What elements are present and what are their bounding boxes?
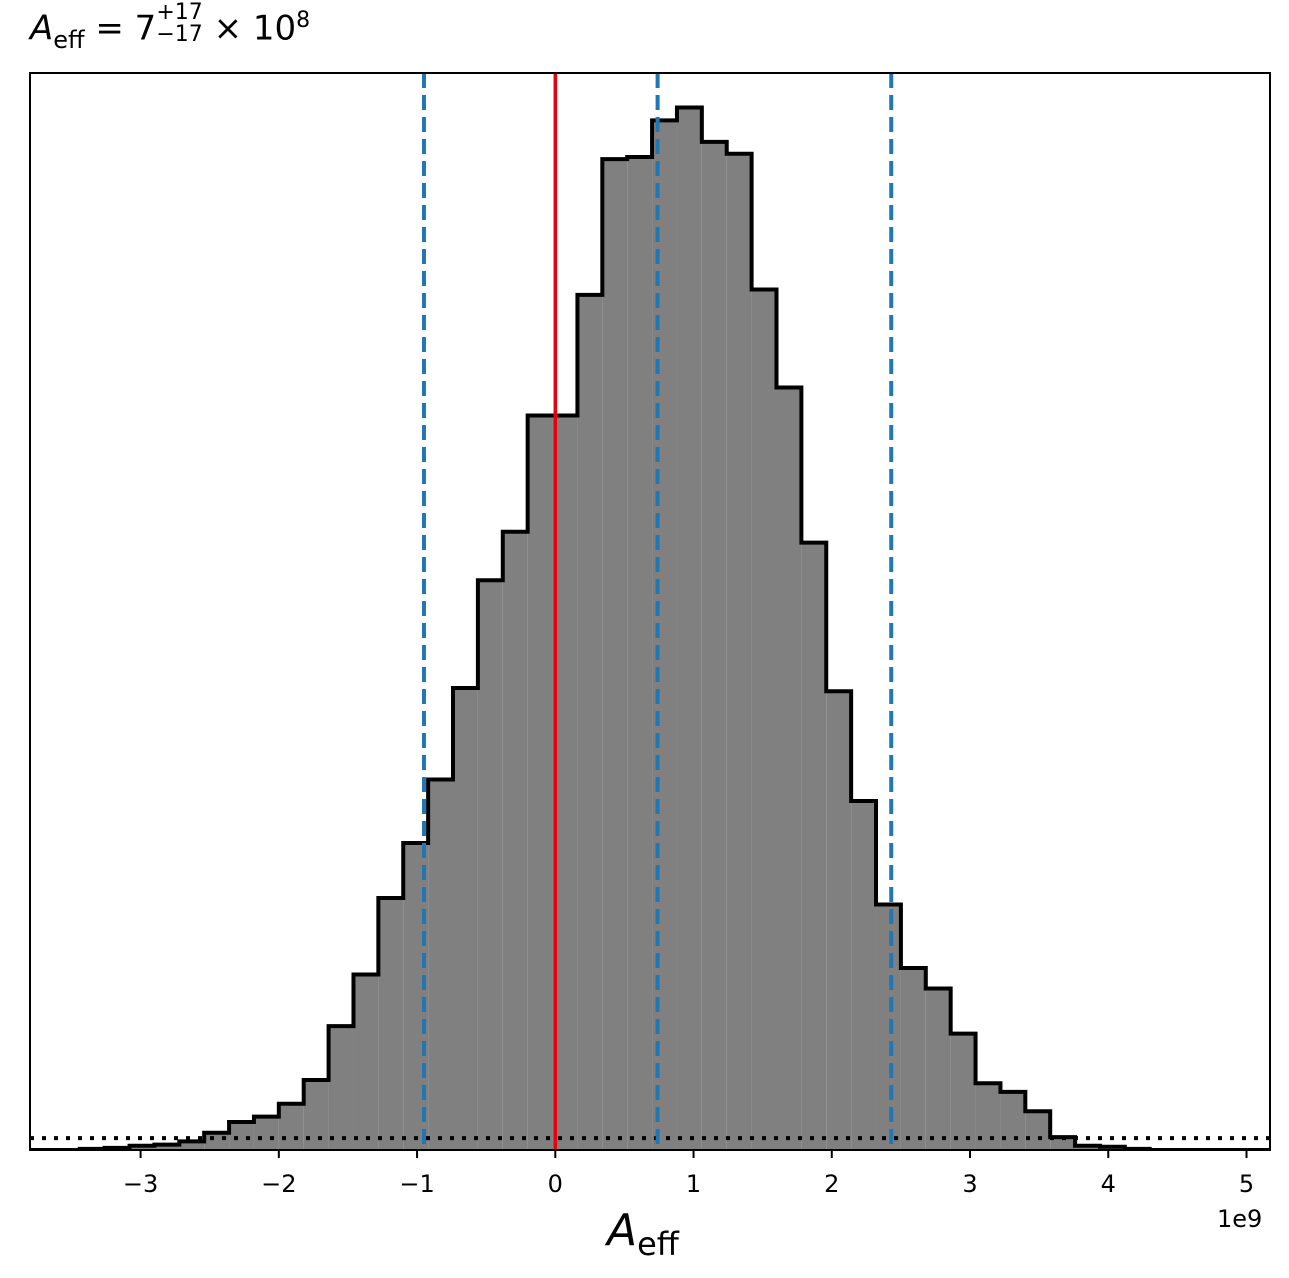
title-equals: = 7 bbox=[95, 8, 157, 49]
chart-title: Aeff = 7 +17 −17 × 108 bbox=[30, 2, 311, 54]
histogram-bar bbox=[278, 1103, 304, 1150]
xlabel-sub: eff bbox=[637, 1225, 679, 1263]
x-tick-label: 2 bbox=[824, 1170, 839, 1198]
title-errors: +17 −17 bbox=[156, 2, 202, 46]
histogram-bar bbox=[701, 141, 727, 1150]
x-tick-label: 5 bbox=[1239, 1170, 1254, 1198]
title-symbol-sub: eff bbox=[53, 25, 85, 54]
x-tick-label: −3 bbox=[123, 1170, 158, 1198]
histogram-bar bbox=[204, 1132, 230, 1150]
x-tick-label: −2 bbox=[261, 1170, 296, 1198]
title-symbol: A bbox=[30, 8, 54, 49]
histogram-bar bbox=[851, 801, 877, 1150]
title-tail: × 10 bbox=[213, 8, 297, 49]
histogram-bar bbox=[154, 1144, 180, 1150]
histogram-bar bbox=[876, 904, 901, 1150]
x-axis-ticks: −3 −2 −1 0 1 2 3 4 5 bbox=[123, 1150, 1254, 1198]
histogram-bar bbox=[726, 153, 752, 1150]
histogram-bar bbox=[676, 107, 702, 1150]
histogram-outline bbox=[30, 105, 1270, 1150]
plot-frame bbox=[29, 72, 1271, 1151]
histogram-bar bbox=[527, 415, 553, 1150]
histogram-bar bbox=[627, 157, 653, 1150]
histogram-bar bbox=[776, 387, 802, 1150]
histogram-bar bbox=[1050, 1137, 1076, 1150]
histogram-bar bbox=[502, 531, 528, 1150]
title-sup: +17 bbox=[156, 0, 203, 25]
x-tick-label: −1 bbox=[399, 1170, 434, 1198]
histogram-bar bbox=[826, 691, 852, 1150]
histogram-bar bbox=[477, 580, 503, 1150]
histogram-bar bbox=[1025, 1111, 1051, 1150]
x-axis-offset-label: 1e9 bbox=[1217, 1205, 1263, 1233]
histogram-bar bbox=[577, 294, 603, 1150]
x-tick-label: 0 bbox=[548, 1170, 563, 1198]
xlabel-symbol: A bbox=[607, 1205, 638, 1256]
histogram-bar bbox=[229, 1121, 254, 1150]
histogram-bar bbox=[751, 289, 777, 1150]
x-axis-label: Aeff bbox=[607, 1205, 679, 1263]
histogram-bar bbox=[1000, 1091, 1026, 1150]
title-exp: 8 bbox=[296, 8, 311, 34]
histogram-bar bbox=[328, 1026, 354, 1150]
histogram-bar bbox=[925, 988, 951, 1150]
histogram-bar bbox=[801, 542, 827, 1150]
histogram-bar bbox=[950, 1033, 976, 1150]
x-tick-label: 3 bbox=[962, 1170, 977, 1198]
plot-area bbox=[30, 73, 1270, 1150]
x-tick-label: 1 bbox=[686, 1170, 701, 1198]
histogram-bar bbox=[900, 967, 926, 1150]
title-sub: −17 bbox=[156, 22, 203, 47]
histogram-bar bbox=[129, 1145, 155, 1150]
histogram-bar bbox=[428, 779, 454, 1150]
x-tick-label: 4 bbox=[1101, 1170, 1116, 1198]
histogram-bar bbox=[253, 1116, 279, 1150]
histogram-bar bbox=[453, 687, 478, 1150]
histogram-bar bbox=[1075, 1145, 1100, 1150]
histogram-bar bbox=[353, 974, 379, 1150]
histogram-bar bbox=[602, 159, 628, 1150]
histogram-bar bbox=[179, 1141, 205, 1150]
histogram-bar bbox=[378, 897, 404, 1150]
